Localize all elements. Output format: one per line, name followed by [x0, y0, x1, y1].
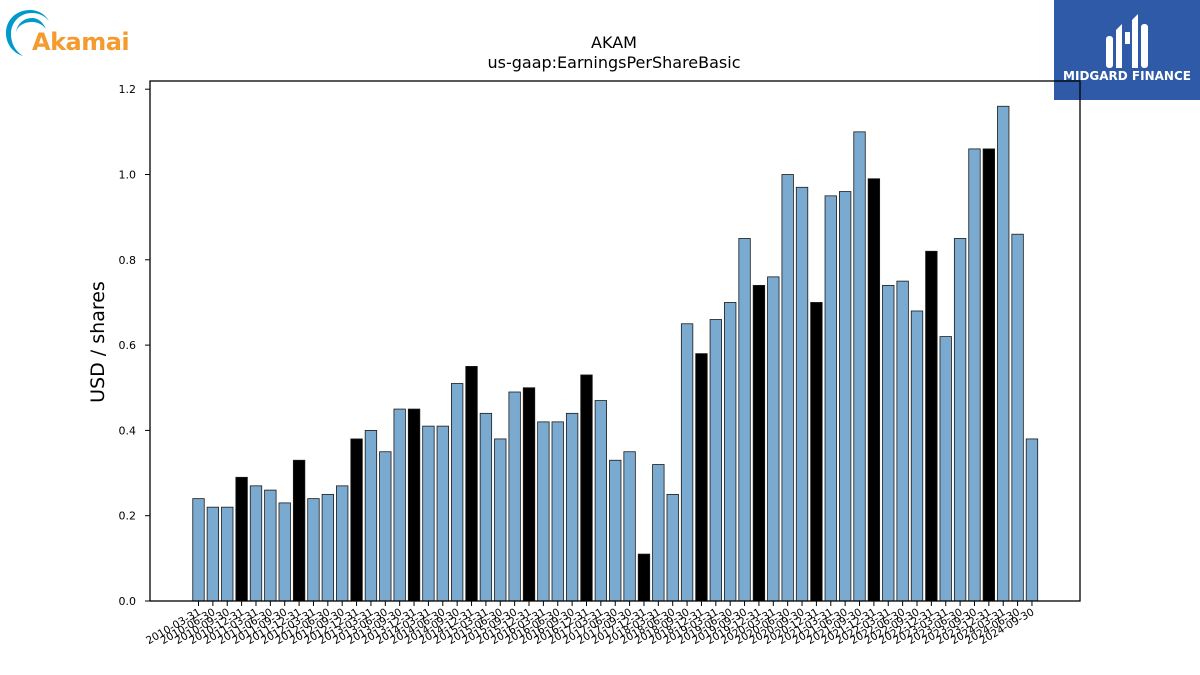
bar	[1011, 233, 1024, 602]
bar	[321, 493, 334, 602]
bar	[637, 553, 651, 602]
bar	[781, 174, 794, 602]
bar	[393, 408, 406, 602]
y-tick-label: 0.4	[119, 424, 137, 437]
bar	[652, 464, 665, 602]
bar	[738, 238, 751, 602]
bar	[724, 302, 737, 602]
bar	[680, 323, 694, 602]
bar	[609, 459, 622, 602]
bar	[666, 493, 679, 602]
bar	[767, 276, 780, 602]
bar	[364, 429, 378, 602]
bar	[465, 366, 478, 602]
bar	[379, 451, 392, 602]
y-axis-label: USD / shares	[87, 281, 109, 403]
bar	[494, 438, 507, 602]
bar	[882, 284, 895, 602]
midgard-finance-logo: MIDGARD FINANCE	[1054, 0, 1200, 100]
bar	[451, 383, 464, 602]
bar	[522, 387, 536, 602]
y-tick-label: 1.2	[119, 83, 137, 96]
bar	[336, 485, 349, 602]
bars-group	[192, 105, 1039, 602]
bar	[249, 485, 263, 602]
midgard-monogram-icon	[1106, 14, 1148, 68]
bar	[810, 302, 823, 602]
plot-frame	[149, 80, 1081, 602]
y-tick-label: 0.2	[119, 510, 137, 523]
x-axis: 2010-03-312010-06-302010-09-302010-12-31…	[144, 601, 1036, 647]
bar	[221, 506, 234, 602]
bar	[867, 178, 881, 602]
bar	[623, 451, 636, 602]
bar	[982, 148, 995, 602]
bar	[1025, 438, 1039, 602]
bar	[407, 408, 421, 602]
y-tick-label: 0.0	[119, 595, 137, 608]
bar	[580, 374, 593, 602]
bar	[264, 489, 277, 602]
bar	[206, 506, 220, 602]
bar	[479, 412, 493, 602]
bar	[997, 105, 1010, 602]
bar	[278, 502, 291, 602]
bar	[307, 498, 320, 602]
bar	[939, 336, 952, 602]
bar	[565, 412, 579, 602]
bar	[292, 459, 306, 602]
bar	[910, 310, 924, 602]
bar	[752, 284, 766, 602]
chart-subtitle: us-gaap:EarningsPerShareBasic	[487, 53, 740, 72]
y-tick-label: 0.6	[119, 339, 137, 352]
bar	[853, 131, 866, 602]
y-tick-label: 0.8	[119, 254, 137, 267]
bar	[953, 238, 967, 602]
bar	[896, 280, 909, 602]
bar	[709, 319, 722, 602]
bar	[968, 148, 981, 602]
bar	[192, 498, 205, 602]
bar	[839, 191, 852, 602]
y-tick-label: 1.0	[119, 169, 137, 182]
akamai-swoosh-icon	[6, 10, 49, 56]
akamai-logo: Akamai	[4, 4, 134, 60]
chart-title: AKAM	[591, 33, 637, 52]
akamai-wordmark: Akamai	[32, 28, 130, 56]
y-axis: 0.0 0.2 0.4 0.6 0.8 1.0 1.2	[119, 83, 150, 608]
bar	[508, 391, 521, 602]
bar	[537, 421, 550, 602]
bar	[695, 353, 708, 602]
midgard-brand-text: MIDGARD FINANCE	[1063, 69, 1191, 83]
bar	[925, 250, 938, 602]
bar	[551, 421, 564, 602]
bar	[436, 425, 449, 602]
bar	[824, 195, 837, 602]
bar	[594, 400, 608, 602]
bar	[422, 425, 435, 602]
bar	[235, 476, 248, 602]
bar	[350, 438, 363, 602]
bar	[795, 186, 809, 602]
